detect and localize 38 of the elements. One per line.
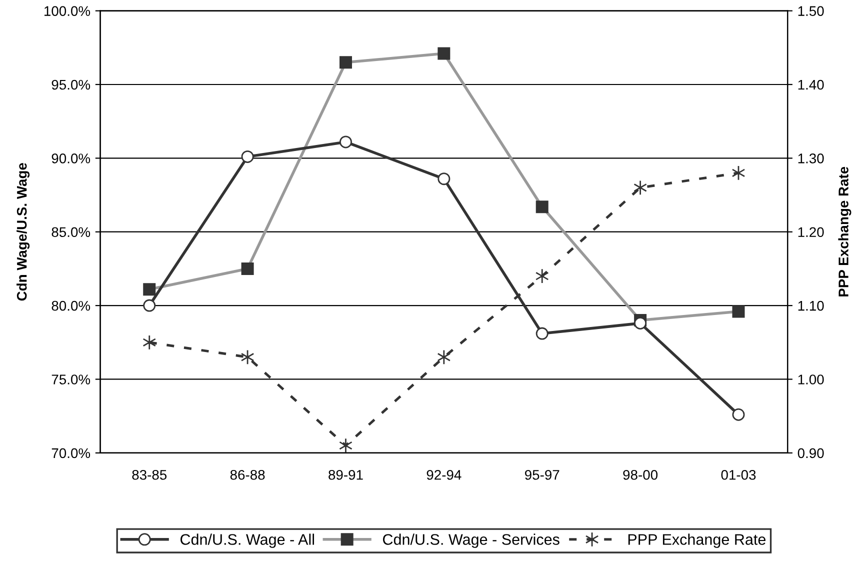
point xyxy=(535,268,549,284)
point xyxy=(634,316,647,330)
y2-tick-label: 0.90 xyxy=(798,448,824,458)
point xyxy=(438,172,450,186)
point xyxy=(143,299,156,312)
point xyxy=(142,334,156,350)
legend-label: PPP Exchange Rate xyxy=(628,534,766,548)
point xyxy=(339,136,352,148)
x-tick-label: 86-88 xyxy=(230,470,265,480)
y2-tick-label: 1.20 xyxy=(798,227,824,238)
point xyxy=(536,327,548,340)
y2-tick-label: 1.40 xyxy=(798,80,824,90)
y-tick-label: 70.0% xyxy=(52,448,90,458)
point xyxy=(634,180,648,196)
point xyxy=(339,438,352,453)
x-tick-label: 89-91 xyxy=(328,470,363,480)
y2-axis-title: PPP Exchange Rate xyxy=(838,166,852,296)
y2-tick-label: 1.10 xyxy=(798,300,824,311)
x-tick-label: 95-97 xyxy=(525,470,560,480)
y-tick-label: 100.0% xyxy=(44,6,90,16)
x-tick-label: 92-94 xyxy=(426,470,462,480)
y-tick-label: 85.0% xyxy=(52,227,90,238)
legend-label: Cdn/U.S. Wage - Services xyxy=(383,534,560,548)
y-tick-label: 90.0% xyxy=(52,154,90,164)
point xyxy=(732,408,745,421)
y-tick-label: 80.0% xyxy=(52,300,90,311)
y-tick-label: 95.0% xyxy=(52,80,90,90)
point xyxy=(437,349,451,365)
y2-tick-label: 1.50 xyxy=(798,6,824,16)
y-axis-title: Cdn Wage/U.S. Wage xyxy=(16,163,30,301)
legend-label: Cdn/U.S. Wage - All xyxy=(180,534,314,548)
y-tick-label: 75.0% xyxy=(52,374,90,384)
y2-tick-label: 1.00 xyxy=(798,374,824,384)
x-tick-label: 83-85 xyxy=(132,470,167,480)
point xyxy=(241,150,254,163)
x-tick-label: 98-00 xyxy=(623,470,658,480)
x-tick-label: 01-03 xyxy=(721,470,756,480)
y2-tick-label: 1.30 xyxy=(798,154,824,164)
